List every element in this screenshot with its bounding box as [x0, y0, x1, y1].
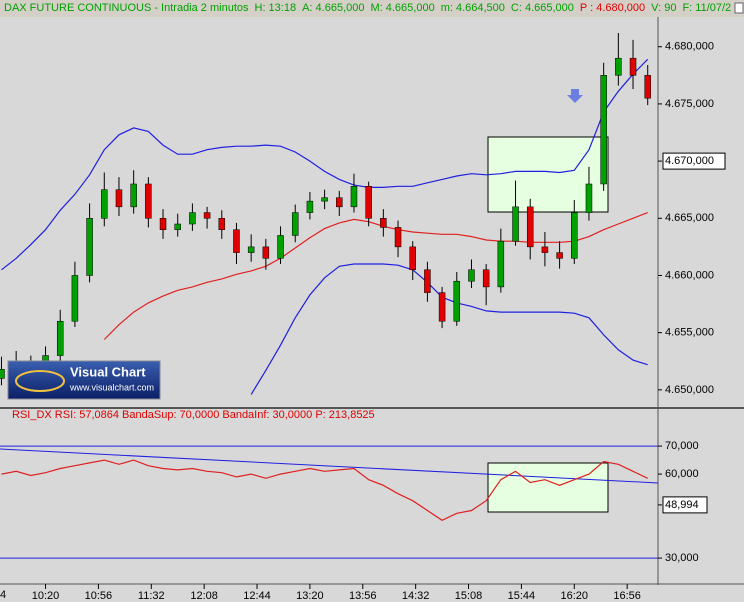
x-tick-label: 16:56 [613, 590, 641, 602]
candle-body [189, 212, 196, 225]
candle-body [350, 186, 358, 208]
candle-body [56, 320, 64, 356]
y-tick-label: 4.655,000 [665, 327, 714, 339]
y-tick-label: 4.665,000 [665, 212, 714, 224]
x-tick-label: 16:20 [561, 590, 589, 602]
x-tick-label: 13:20 [296, 590, 324, 602]
logo-url: www.visualchart.com [69, 382, 154, 392]
rsi-line [1, 459, 648, 521]
x-tick-label: 12:44 [243, 590, 271, 602]
y-tick-label: 30,000 [665, 552, 699, 564]
candle-body [291, 212, 299, 236]
candle-body [380, 218, 387, 228]
candle-body [526, 206, 534, 248]
overlay-line [1, 58, 649, 271]
header-stat: H: 13:18 [255, 2, 297, 14]
highlight-box [487, 462, 609, 513]
y-tick-label: 60,000 [665, 468, 699, 480]
trend-line [0, 448, 659, 484]
header-stat: P : 4.680,000 [580, 2, 645, 14]
candle-body [556, 252, 563, 259]
y-tick-label: 4.650,000 [665, 384, 714, 396]
candle-body [541, 246, 549, 253]
arrow-marker [567, 89, 583, 103]
candle-body [394, 227, 402, 248]
header-stat: C: 4.665,000 [511, 2, 574, 14]
candle-body [365, 186, 372, 219]
candle-body [600, 75, 607, 185]
x-tick-label: 15:08 [455, 590, 483, 602]
candle-body [585, 183, 593, 213]
header-stat: M: 4.665,000 [370, 2, 434, 14]
candle-body [409, 246, 416, 271]
candle-body [336, 197, 343, 208]
x-cut-label: 4 [0, 589, 6, 601]
candle-body [159, 218, 167, 230]
x-tick-label: 14:32 [402, 590, 430, 602]
y-tick-label: 4.670,000 [665, 155, 714, 167]
x-tick-label: 13:56 [349, 590, 377, 602]
x-tick-label: 11:32 [138, 590, 165, 602]
candle-body [615, 57, 622, 76]
header-stat: V: 90 [651, 2, 676, 14]
candle-body [306, 200, 314, 213]
candle-body [71, 275, 79, 322]
candle-body [262, 246, 270, 259]
logo-icon [15, 370, 65, 392]
header-stat: m: 4.664,500 [441, 2, 505, 14]
candle-body [571, 212, 578, 259]
x-tick-label: 15:44 [508, 590, 536, 602]
last-value-box [662, 496, 708, 514]
candle-body [0, 369, 5, 379]
candle-body [218, 218, 226, 230]
candle-body [101, 189, 108, 219]
header-title: DAX FUTURE CONTINUOUS - Intradia 2 minut… [4, 2, 249, 14]
candle-body [86, 218, 93, 276]
overlay-line [103, 212, 648, 340]
close-button[interactable] [734, 2, 744, 14]
candle-body [174, 223, 181, 230]
logo [7, 360, 161, 400]
candle-body [629, 57, 637, 76]
candle-body [130, 183, 137, 208]
header-bar [0, 0, 744, 17]
y-tick-label: 4.680,000 [665, 41, 714, 53]
candle-body [482, 269, 490, 288]
candle-body [145, 183, 152, 219]
y-tick-box [662, 152, 726, 170]
candle-body [468, 269, 475, 282]
candle-body [277, 235, 284, 259]
y-tick-label: 70,000 [665, 440, 699, 452]
y-tick-label: 4.675,000 [665, 98, 714, 110]
candle-body [233, 229, 240, 253]
candle-body [247, 246, 255, 253]
candle-body [438, 292, 446, 322]
y-tick-label: 4.660,000 [665, 269, 714, 281]
panel-title: RSI_DX RSI: 57,0864 BandaSup: 70,0000 Ba… [12, 409, 375, 421]
candle-body [453, 280, 461, 322]
candle-body [644, 75, 651, 99]
candle-body [321, 197, 328, 202]
header-stat: A: 4.665,000 [302, 2, 364, 14]
x-tick-label: 10:56 [85, 590, 113, 602]
candle-body [203, 212, 211, 219]
candle-body [115, 189, 123, 208]
last-value-label: 48,994 [665, 499, 699, 511]
candle-body [512, 206, 519, 242]
header-stat: F: 11/07/2 [682, 2, 731, 14]
logo-name: Visual Chart [70, 364, 146, 379]
candle-body [424, 269, 431, 293]
candle-body [497, 240, 505, 288]
overlay-line [250, 263, 648, 395]
x-tick-label: 12:08 [190, 590, 218, 602]
x-tick-label: 10:20 [32, 590, 60, 602]
